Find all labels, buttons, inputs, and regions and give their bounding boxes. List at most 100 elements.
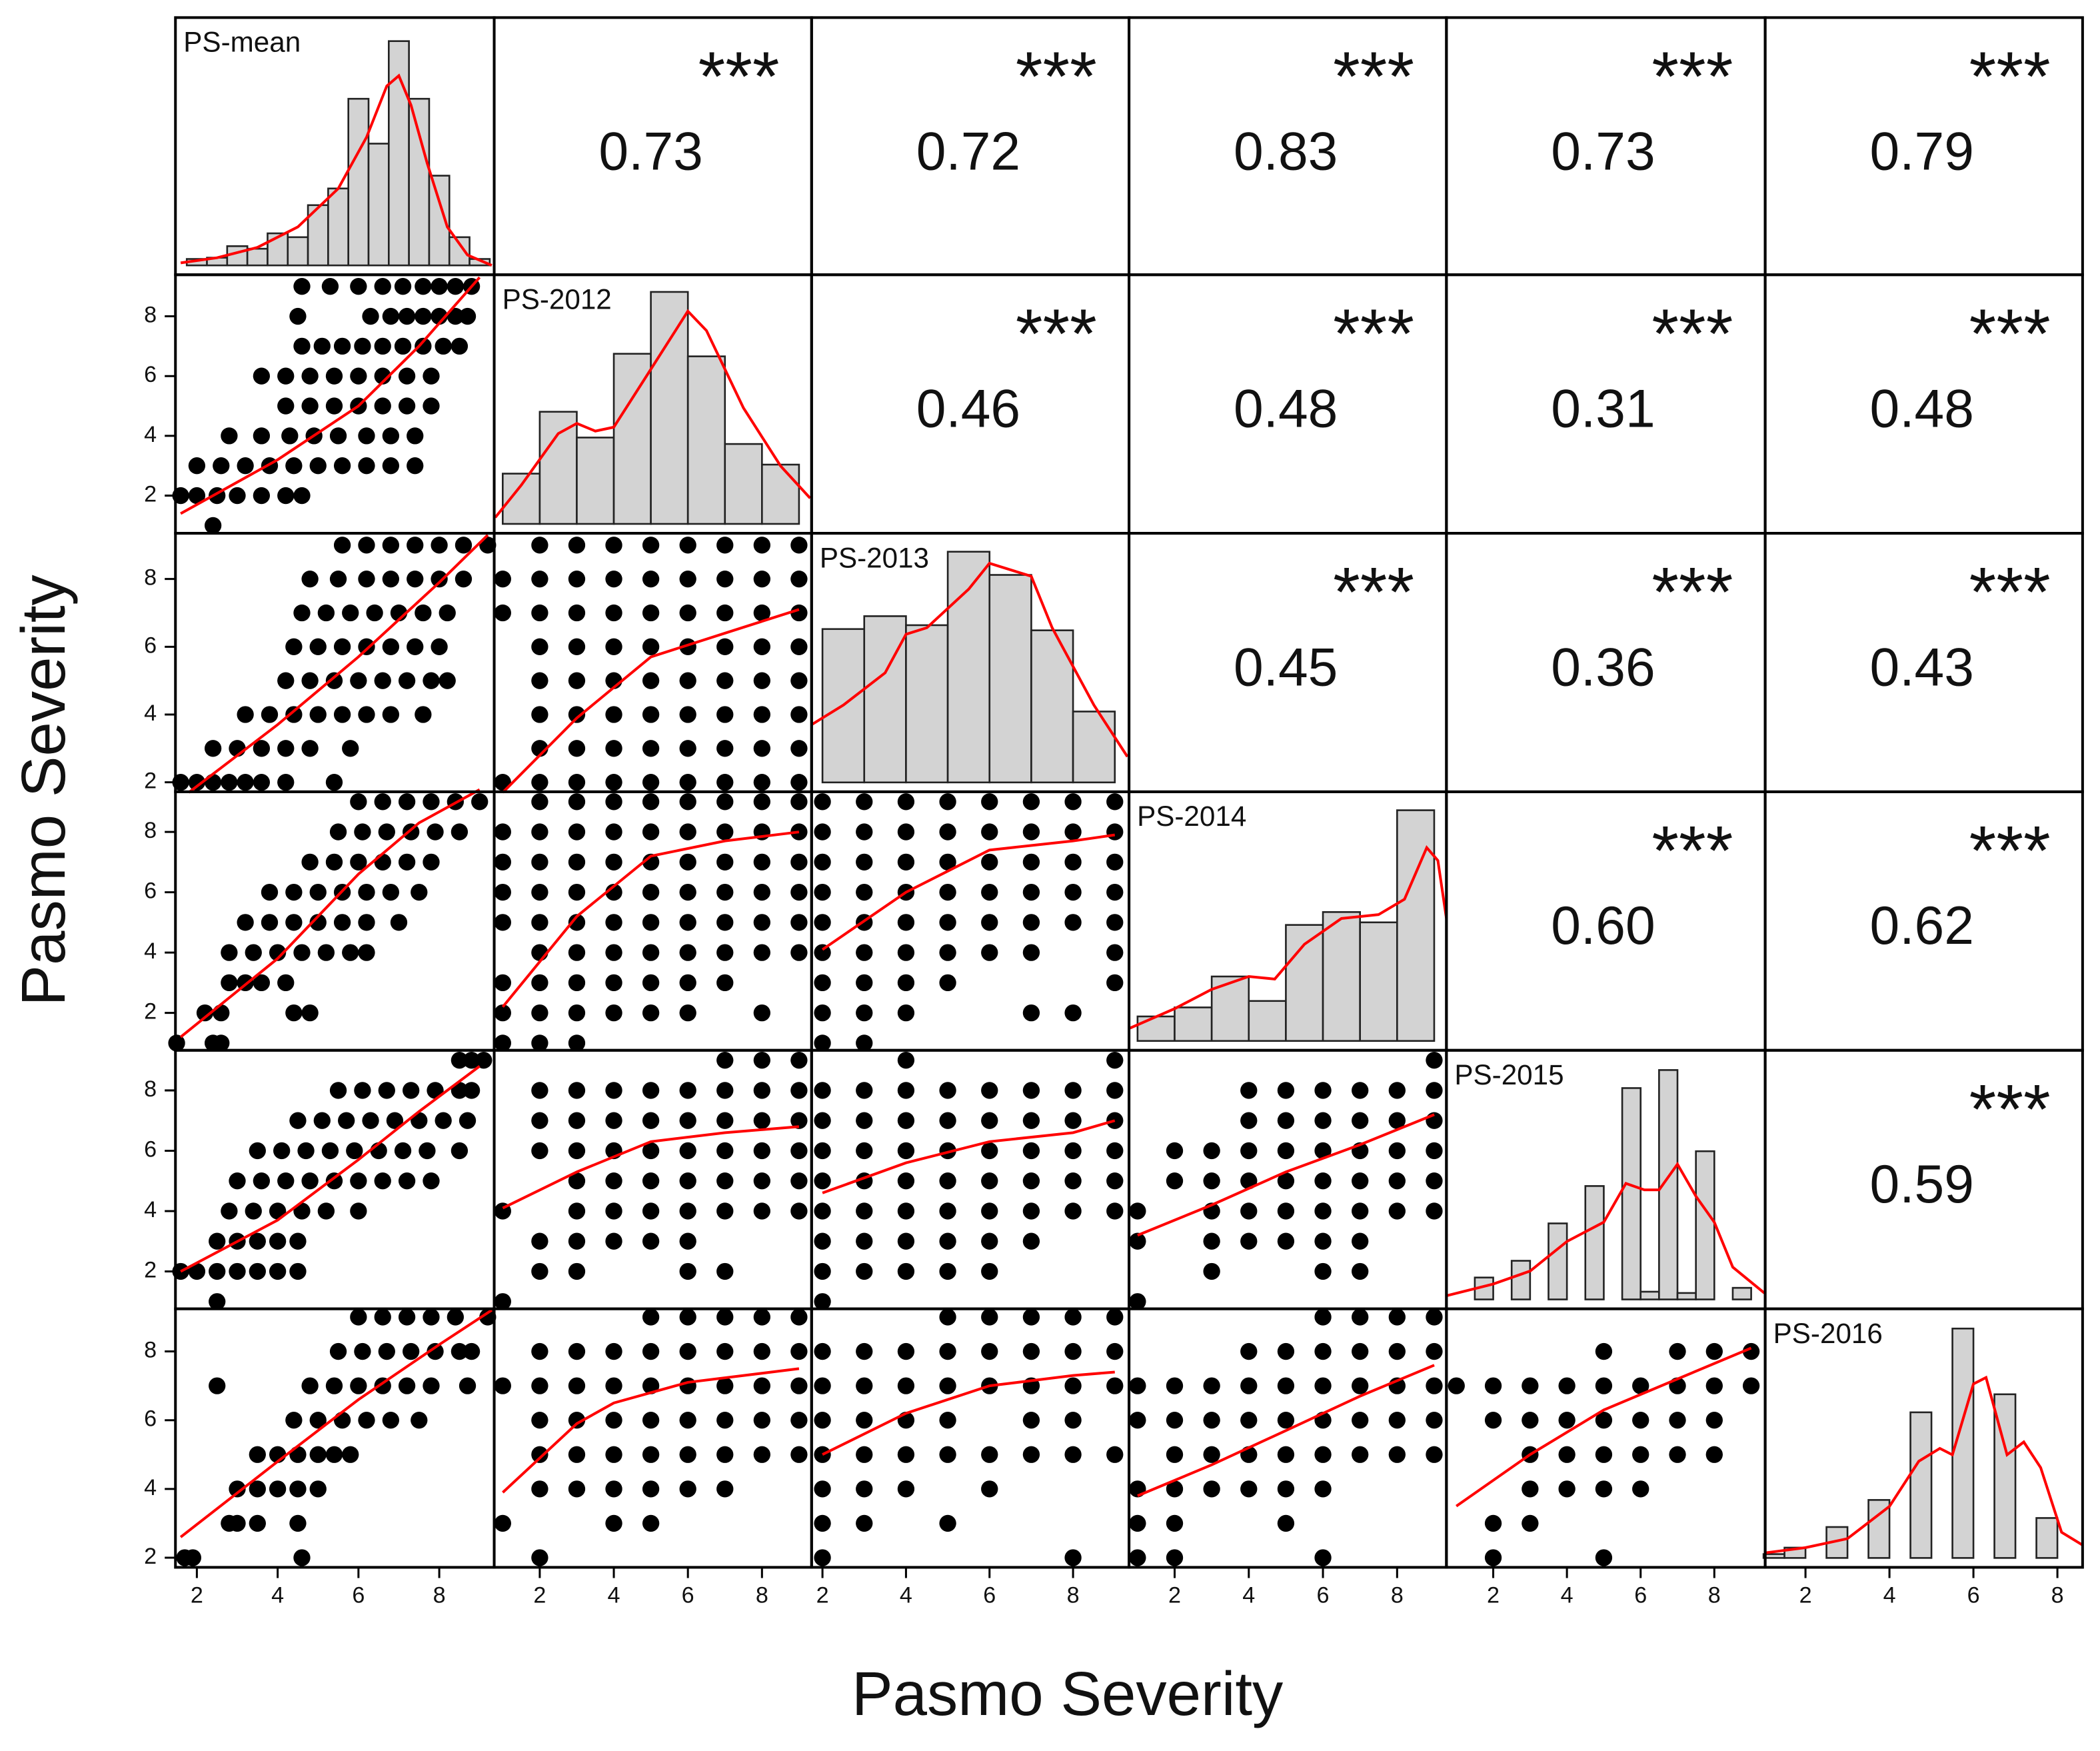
x-tick-label: 2	[1487, 1583, 1500, 1608]
scatter-point	[1522, 1514, 1539, 1532]
scatter-point	[494, 883, 511, 901]
scatter-point	[188, 487, 206, 505]
scatter-point	[568, 706, 586, 723]
scatter-point	[313, 1112, 331, 1129]
loess-line	[1137, 1364, 1435, 1497]
scatter-point	[463, 1082, 481, 1099]
scatter-point	[814, 1112, 831, 1129]
x-tick-label: 8	[1708, 1583, 1721, 1608]
x-tick-label: 6	[983, 1583, 996, 1608]
scatter-point	[1426, 1082, 1443, 1099]
scatter-point	[398, 1308, 416, 1326]
scatter-point	[1129, 1293, 1146, 1310]
scatter-point	[249, 1142, 266, 1160]
histogram-bar	[1695, 1150, 1715, 1300]
scatter-point	[753, 1412, 770, 1429]
scatter-point	[1426, 1342, 1443, 1360]
scatter-point	[229, 1262, 246, 1280]
scatter-point	[1314, 1142, 1332, 1160]
scatter-point	[679, 706, 696, 723]
scatter-point	[309, 914, 327, 931]
scatter-point	[1240, 1412, 1258, 1429]
scatter-point	[431, 307, 448, 325]
scatter-point	[1522, 1480, 1539, 1498]
scatter-point	[459, 307, 477, 325]
scatter-point	[1388, 1082, 1406, 1099]
scatter-point	[427, 1342, 444, 1360]
scatter-point	[605, 1172, 622, 1190]
scatter-point	[354, 1082, 371, 1099]
scatter-point	[939, 793, 956, 811]
scatter-point	[1106, 1082, 1124, 1099]
significance-stars: ***	[1333, 295, 1414, 373]
histogram-bar	[1548, 1222, 1568, 1300]
histogram-bar	[724, 443, 763, 525]
scatter-point	[716, 853, 734, 871]
significance-stars: ***	[1969, 812, 2051, 890]
density-curve	[494, 309, 812, 519]
scatter-point	[605, 793, 622, 811]
scatter-point	[679, 537, 696, 554]
scatter-point	[358, 944, 375, 961]
scatter-point	[790, 672, 808, 689]
scatter-point	[309, 457, 327, 475]
variable-label: PS-2015	[1454, 1059, 1564, 1090]
scatter-point	[716, 793, 734, 811]
scatter-point	[325, 853, 343, 871]
y-tick-label: 2	[144, 999, 157, 1024]
scatter-point	[346, 1142, 363, 1160]
histogram-bar	[1174, 1006, 1213, 1042]
scatter-point	[293, 278, 311, 295]
scatter-point	[716, 1446, 734, 1463]
scatter-point	[568, 1342, 586, 1360]
scatter-point	[605, 774, 622, 791]
scatter-point	[1022, 1412, 1040, 1429]
scatter-point	[398, 853, 416, 871]
scatter-point	[814, 1004, 831, 1022]
scatter-point	[1064, 1142, 1082, 1160]
scatter-point	[790, 1308, 808, 1326]
scatter-point	[402, 1082, 420, 1099]
scatter-point	[753, 1172, 770, 1190]
scatter-point	[1595, 1446, 1613, 1463]
scatter-point	[447, 278, 464, 295]
scatter-point	[856, 1446, 873, 1463]
scatter-point	[679, 1342, 696, 1360]
scatter-point	[790, 604, 808, 622]
scatter-point	[568, 853, 586, 871]
scatter-point	[568, 1480, 586, 1498]
scatter-point	[374, 793, 391, 811]
variable-label: PS-mean	[183, 27, 301, 58]
scatter-point	[897, 914, 915, 931]
scatter-point	[716, 944, 734, 961]
scatter-point	[1352, 1082, 1369, 1099]
scatter-point	[1277, 1446, 1295, 1463]
scatter-point	[1388, 1112, 1406, 1129]
scatter-point	[679, 774, 696, 791]
scatter-point	[261, 706, 279, 723]
y-tick-label: 4	[144, 1197, 157, 1222]
histogram-bar	[367, 143, 390, 267]
scatter-point	[1426, 1142, 1443, 1160]
scatter-point	[856, 793, 873, 811]
histogram-bar	[1621, 1087, 1642, 1300]
scatter-point	[716, 1262, 734, 1280]
scatter-point	[1022, 1342, 1040, 1360]
scatter-point	[531, 1034, 548, 1052]
histogram-bar	[576, 437, 615, 525]
scatter-point	[301, 397, 319, 415]
scatter-point	[753, 1112, 770, 1129]
scatter-point	[605, 853, 622, 871]
scatter-point	[1742, 1377, 1760, 1394]
scatter-point	[285, 1004, 303, 1022]
scatter-point	[269, 1262, 287, 1280]
correlation-value: 0.73	[1551, 122, 1655, 182]
scatter-point	[605, 1082, 622, 1099]
scatter-point	[293, 1549, 311, 1566]
scatter-point	[1314, 1232, 1332, 1250]
scatter-point	[531, 853, 548, 871]
scatter-point	[716, 1308, 734, 1326]
scatter-point	[289, 1112, 307, 1129]
scatter-point	[1166, 1172, 1184, 1190]
scatter-point	[289, 307, 307, 325]
